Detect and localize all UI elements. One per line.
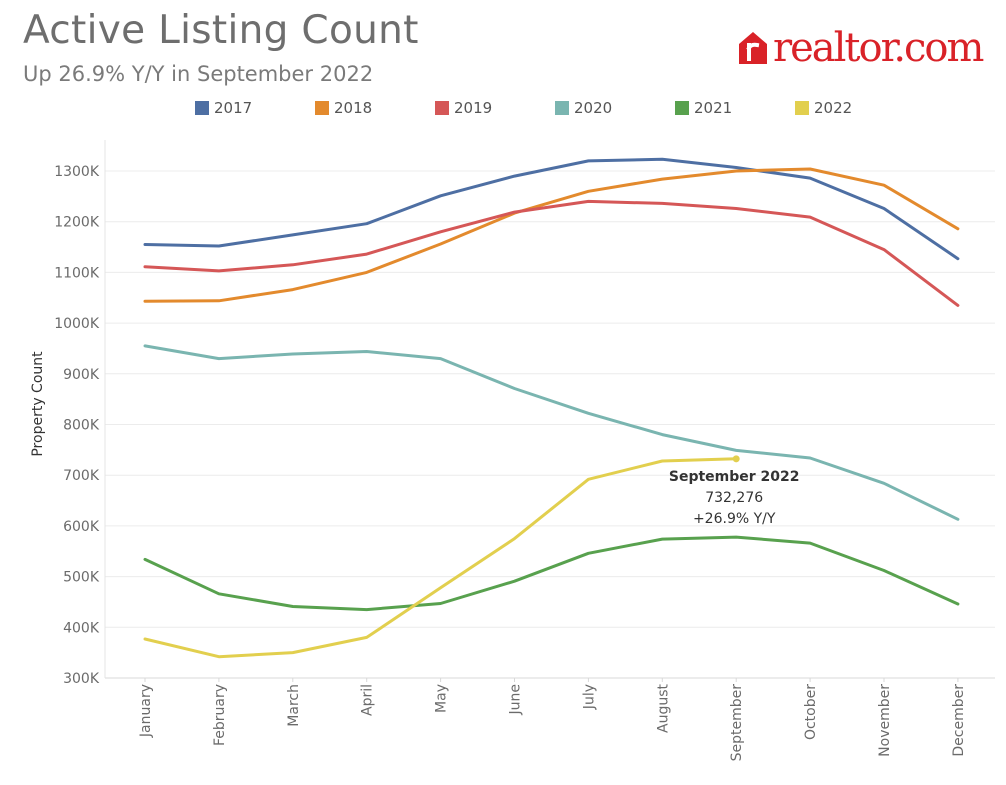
y-tick-label: 300K — [63, 671, 100, 687]
legend-item-2021[interactable]: 2021 — [675, 99, 732, 117]
legend-label: 2017 — [214, 99, 253, 117]
x-tick-label: November — [877, 684, 893, 757]
y-axis-label: Property Count — [30, 351, 46, 457]
legend-label: 2020 — [574, 99, 613, 117]
house-r-icon — [739, 32, 767, 64]
x-tick-label: October — [803, 684, 819, 740]
legend-swatch — [315, 101, 329, 115]
legend-item-2022[interactable]: 2022 — [795, 99, 852, 117]
x-tick-label: May — [434, 684, 450, 713]
series-line-2018 — [143, 167, 960, 303]
chart-title: Active Listing Count — [23, 8, 419, 53]
x-tick-label: February — [212, 684, 228, 746]
y-tick-label: 1100K — [54, 265, 100, 281]
series-line-2019 — [143, 199, 960, 307]
y-tick-label: 700K — [63, 468, 100, 484]
legend-swatch — [435, 101, 449, 115]
series-line-2017 — [143, 157, 960, 261]
y-tick-label: 400K — [63, 620, 100, 636]
y-tick-label: 500K — [63, 570, 100, 586]
annotation-label: +26.9% Y/Y — [693, 511, 776, 527]
x-tick-label: June — [508, 684, 524, 716]
realtor-logo[interactable]: realtor.com — [737, 25, 984, 71]
x-tick-label: January — [138, 684, 154, 738]
legend-item-2018[interactable]: 2018 — [315, 99, 372, 117]
logo-text: realtor.com — [773, 25, 984, 71]
y-tick-label: 600K — [63, 519, 100, 535]
legend-label: 2019 — [454, 99, 493, 117]
x-tick-label: September — [729, 684, 745, 762]
y-tick-label: 1200K — [54, 215, 100, 231]
annotation-label: 732,276 — [705, 490, 763, 506]
y-tick-label: 1300K — [54, 164, 100, 180]
x-tick-label: July — [581, 684, 597, 710]
legend-swatch — [555, 101, 569, 115]
series-line-2020 — [143, 344, 960, 521]
legend-label: 2022 — [814, 99, 853, 117]
legend-item-2017[interactable]: 2017 — [195, 99, 252, 117]
legend-item-2019[interactable]: 2019 — [435, 99, 492, 117]
x-tick-label: December — [951, 684, 967, 757]
series-line-2022 — [143, 457, 738, 659]
y-tick-label: 900K — [63, 367, 100, 383]
annotation-label: September 2022 — [669, 469, 800, 485]
series-line-2021 — [143, 535, 960, 612]
legend-swatch — [195, 101, 209, 115]
x-tick-label: March — [286, 684, 302, 727]
y-tick-label: 800K — [63, 418, 100, 434]
legend-label: 2021 — [694, 99, 733, 117]
legend-swatch — [795, 101, 809, 115]
legend-item-2020[interactable]: 2020 — [555, 99, 612, 117]
annotation-point — [732, 455, 740, 463]
chart-subtitle: Up 26.9% Y/Y in September 2022 — [23, 62, 374, 86]
legend-label: 2018 — [334, 99, 373, 117]
x-tick-label: April — [360, 684, 376, 716]
y-tick-label: 1000K — [54, 316, 100, 332]
x-tick-label: August — [655, 683, 671, 733]
legend-swatch — [675, 101, 689, 115]
